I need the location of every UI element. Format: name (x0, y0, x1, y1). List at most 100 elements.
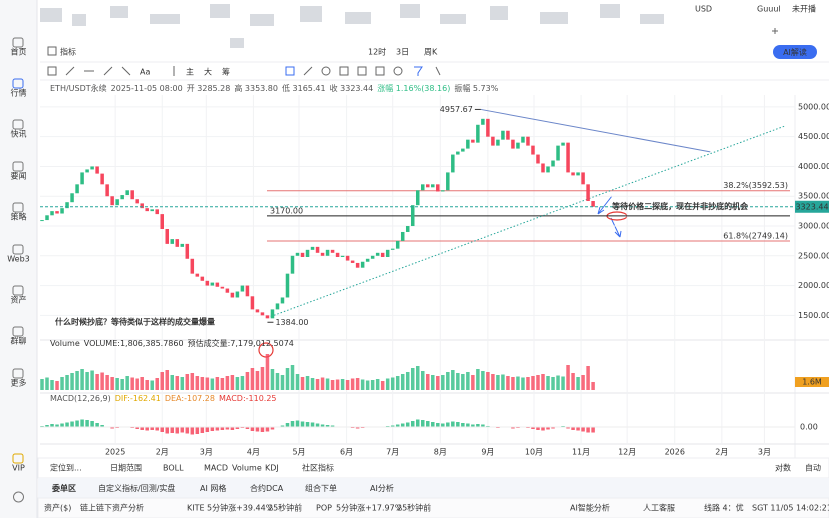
volume-bar (340, 379, 345, 390)
macd-bar (45, 425, 49, 427)
macd-bar (315, 423, 320, 427)
volume-bar (145, 380, 149, 390)
volume-bar (240, 376, 245, 390)
sidebar (0, 0, 37, 518)
volume-bar (436, 376, 440, 390)
candle (175, 239, 180, 247)
macd-bar (100, 425, 104, 427)
panel-tab[interactable]: AI分析 (370, 483, 394, 493)
indicator-tab[interactable]: 日期范围 (110, 463, 142, 473)
candle (370, 255, 375, 259)
sidebar-icon (12, 368, 24, 379)
candle (566, 142, 570, 173)
candle (45, 215, 49, 221)
indicator-tab[interactable]: 自动 (805, 463, 821, 473)
y-tick-label: 4000.00 (798, 162, 829, 171)
macd-bar (85, 420, 89, 427)
volume-bar (441, 375, 445, 390)
x-tick-label: 11月 (572, 448, 590, 457)
macd-bar (245, 427, 250, 429)
candle (556, 145, 560, 161)
candle (576, 172, 580, 176)
indicator-tab[interactable]: 定位到... (50, 463, 82, 473)
macd-bar (300, 421, 305, 427)
sidebar-icon (12, 326, 24, 337)
candle (285, 273, 290, 298)
drawing-tool: 筹 (222, 67, 230, 77)
status-item: 人工客服 (643, 503, 675, 513)
indicator-tab[interactable]: 社区指标 (302, 463, 334, 473)
sidebar-label: 更多 (11, 378, 27, 388)
macd-bar (180, 427, 185, 433)
macd-bar (195, 427, 200, 434)
volume-bar (80, 369, 84, 390)
macd-bar (415, 419, 420, 427)
volume-bar (235, 377, 240, 390)
volume-bar (135, 378, 139, 390)
candle (125, 190, 129, 196)
volume-bar (210, 378, 215, 390)
indicator-tab[interactable]: MACD (204, 464, 228, 473)
panel-tab[interactable]: 委单区 (51, 483, 76, 493)
candle (195, 273, 200, 277)
macd-bar (400, 423, 405, 427)
status-item: KITE (187, 504, 205, 513)
status-item: POP (316, 504, 332, 513)
sidebar-label: 要闻 (11, 172, 27, 181)
volume-bar (165, 370, 170, 390)
high-label: 4957.67 (440, 105, 473, 114)
sidebar-icon (12, 119, 24, 130)
indicator-tab[interactable]: Volume (232, 464, 262, 473)
volume-bar (581, 375, 585, 390)
macd-header-item: DIF:-162.41 (115, 394, 161, 403)
candle (205, 280, 210, 286)
volume-bar (360, 379, 365, 390)
volume-bar (456, 373, 460, 390)
drawing-tool: 大 (204, 67, 212, 77)
macd-bar (571, 427, 575, 430)
panel-tab[interactable]: 组合下单 (305, 483, 337, 493)
volume-bar (566, 365, 570, 390)
macd-bar (446, 422, 450, 427)
chart-info-item: 振幅 5.73% (454, 83, 498, 93)
currency: USD (695, 5, 712, 14)
volume-bar (310, 378, 315, 390)
candle (526, 136, 530, 146)
candle (446, 172, 450, 191)
panel-tab[interactable]: 自定义指标/回测/实盘 (98, 483, 175, 493)
candle (486, 118, 490, 137)
macd-bar (255, 427, 260, 432)
indicator-tab[interactable]: 对数 (775, 463, 791, 473)
candle (501, 130, 505, 140)
volume-bar (170, 375, 175, 390)
trend-line (267, 125, 786, 319)
top-blur (40, 4, 664, 48)
macd-bar (185, 427, 190, 434)
volume-header: Volume VOLUME:1,806,385.7860 预估成交量:7,179,0… (50, 338, 294, 348)
sidebar-icon (12, 161, 24, 172)
macd-bar (235, 427, 240, 429)
volume-bar (250, 368, 255, 390)
volume-bar (571, 373, 575, 390)
candle (295, 252, 300, 256)
level-label: 61.8%(2749.14) (723, 231, 788, 240)
chart-info-item: 涨幅 1.16%(38.16) (377, 83, 450, 93)
candle (380, 252, 385, 257)
candle (531, 145, 535, 155)
candle (581, 172, 585, 185)
indicator-bar (37, 457, 829, 479)
macd-bar (426, 421, 430, 427)
volume-bar (541, 374, 545, 390)
candle (130, 190, 134, 200)
volume-bar (290, 365, 295, 390)
live-status: 未开播 (792, 4, 816, 14)
panel-tab[interactable]: AI 网格 (200, 483, 226, 493)
indicator-tab[interactable]: KDJ (265, 464, 279, 473)
candle (541, 163, 545, 173)
ai-button[interactable] (773, 45, 817, 59)
volume-bar (110, 377, 114, 390)
candle (431, 184, 435, 188)
candle (511, 139, 515, 149)
indicator-tab[interactable]: BOLL (163, 464, 184, 473)
panel-tab[interactable]: 合约DCA (250, 483, 284, 493)
